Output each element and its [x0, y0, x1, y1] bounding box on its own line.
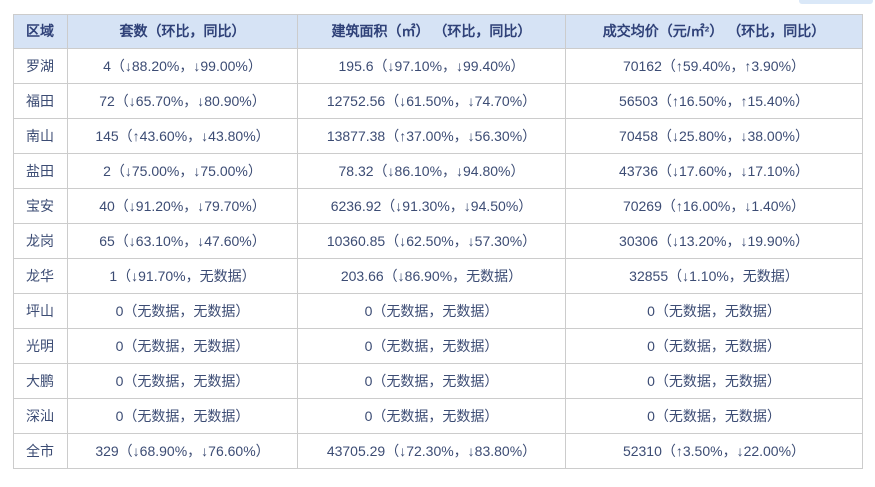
table-body: 罗湖 4（↓88.20%，↓99.00%） 195.6（↓97.10%，↓99.…: [13, 48, 863, 469]
table-row: 坪山 0（无数据，无数据） 0（无数据，无数据） 0（无数据，无数据）: [13, 293, 863, 329]
area-cell: 0（无数据，无数据）: [297, 328, 566, 364]
area-cell: 203.66（↓86.90%，无数据）: [297, 258, 566, 294]
units-cell: 4（↓88.20%，↓99.00%）: [67, 48, 298, 84]
district-cell: 光明: [13, 328, 68, 364]
transaction-table-container: 区域 套数（环比，同比） 建筑面积（㎡） （环比，同比） 成交均价（元/㎡²） …: [13, 14, 863, 469]
price-cell: 30306（↓13.20%，↓19.90%）: [565, 223, 863, 259]
area-cell: 13877.38（↑37.00%，↓56.30%）: [297, 118, 566, 154]
district-cell: 罗湖: [13, 48, 68, 84]
col-header-district: 区域: [13, 14, 68, 49]
district-cell: 盐田: [13, 153, 68, 189]
area-cell: 6236.92（↓91.30%，↓94.50%）: [297, 188, 566, 224]
table-row: 福田 72（↓65.70%，↓80.90%） 12752.56（↓61.50%，…: [13, 83, 863, 119]
area-cell: 195.6（↓97.10%，↓99.40%）: [297, 48, 566, 84]
area-cell: 0（无数据，无数据）: [297, 363, 566, 399]
price-cell: 70162（↑59.40%，↑3.90%）: [565, 48, 863, 84]
area-cell: 43705.29（↓72.30%，↓83.80%）: [297, 433, 566, 469]
area-cell: 12752.56（↓61.50%，↓74.70%）: [297, 83, 566, 119]
price-cell: 70269（↑16.00%，↓1.40%）: [565, 188, 863, 224]
district-cell: 龙华: [13, 258, 68, 294]
col-header-price: 成交均价（元/㎡²） （环比，同比）: [565, 14, 863, 49]
units-cell: 0（无数据，无数据）: [67, 328, 298, 364]
district-cell: 全市: [13, 433, 68, 469]
price-cell: 70458（↓25.80%，↓38.00%）: [565, 118, 863, 154]
district-cell: 福田: [13, 83, 68, 119]
price-cell: 52310（↑3.50%，↓22.00%）: [565, 433, 863, 469]
header-row: 区域 套数（环比，同比） 建筑面积（㎡） （环比，同比） 成交均价（元/㎡²） …: [13, 14, 863, 49]
units-cell: 72（↓65.70%，↓80.90%）: [67, 83, 298, 119]
price-cell: 56503（↑16.50%，↑15.40%）: [565, 83, 863, 119]
table-row: 宝安 40（↓91.20%，↓79.70%） 6236.92（↓91.30%，↓…: [13, 188, 863, 224]
price-cell: 43736（↓17.60%，↓17.10%）: [565, 153, 863, 189]
price-cell: 0（无数据，无数据）: [565, 293, 863, 329]
table-row: 南山 145（↑43.60%，↓43.80%） 13877.38（↑37.00%…: [13, 118, 863, 154]
units-cell: 40（↓91.20%，↓79.70%）: [67, 188, 298, 224]
units-cell: 0（无数据，无数据）: [67, 363, 298, 399]
table-row: 全市 329（↓68.90%，↓76.60%） 43705.29（↓72.30%…: [13, 433, 863, 469]
table-row: 深汕 0（无数据，无数据） 0（无数据，无数据） 0（无数据，无数据）: [13, 398, 863, 434]
district-cell: 南山: [13, 118, 68, 154]
area-cell: 0（无数据，无数据）: [297, 293, 566, 329]
table-row: 罗湖 4（↓88.20%，↓99.00%） 195.6（↓97.10%，↓99.…: [13, 48, 863, 84]
area-cell: 0（无数据，无数据）: [297, 398, 566, 434]
units-cell: 2（↓75.00%，↓75.00%）: [67, 153, 298, 189]
col-header-units: 套数（环比，同比）: [67, 14, 298, 49]
price-cell: 0（无数据，无数据）: [565, 398, 863, 434]
table-row: 光明 0（无数据，无数据） 0（无数据，无数据） 0（无数据，无数据）: [13, 328, 863, 364]
table-row: 大鹏 0（无数据，无数据） 0（无数据，无数据） 0（无数据，无数据）: [13, 363, 863, 399]
price-cell: 0（无数据，无数据）: [565, 363, 863, 399]
district-cell: 大鹏: [13, 363, 68, 399]
table-row: 盐田 2（↓75.00%，↓75.00%） 78.32（↓86.10%，↓94.…: [13, 153, 863, 189]
district-cell: 龙岗: [13, 223, 68, 259]
table-row: 龙华 1（↓91.70%，无数据） 203.66（↓86.90%，无数据） 32…: [13, 258, 863, 294]
price-cell: 0（无数据，无数据）: [565, 328, 863, 364]
units-cell: 65（↓63.10%，↓47.60%）: [67, 223, 298, 259]
top-right-partial-strip: [799, 0, 873, 4]
units-cell: 329（↓68.90%，↓76.60%）: [67, 433, 298, 469]
district-transaction-table: 区域 套数（环比，同比） 建筑面积（㎡） （环比，同比） 成交均价（元/㎡²） …: [13, 14, 863, 469]
district-cell: 宝安: [13, 188, 68, 224]
district-cell: 深汕: [13, 398, 68, 434]
district-cell: 坪山: [13, 293, 68, 329]
units-cell: 1（↓91.70%，无数据）: [67, 258, 298, 294]
col-header-area: 建筑面积（㎡） （环比，同比）: [297, 14, 566, 49]
area-cell: 78.32（↓86.10%，↓94.80%）: [297, 153, 566, 189]
units-cell: 145（↑43.60%，↓43.80%）: [67, 118, 298, 154]
area-cell: 10360.85（↓62.50%，↓57.30%）: [297, 223, 566, 259]
price-cell: 32855（↓1.10%，无数据）: [565, 258, 863, 294]
units-cell: 0（无数据，无数据）: [67, 398, 298, 434]
units-cell: 0（无数据，无数据）: [67, 293, 298, 329]
table-row: 龙岗 65（↓63.10%，↓47.60%） 10360.85（↓62.50%，…: [13, 223, 863, 259]
